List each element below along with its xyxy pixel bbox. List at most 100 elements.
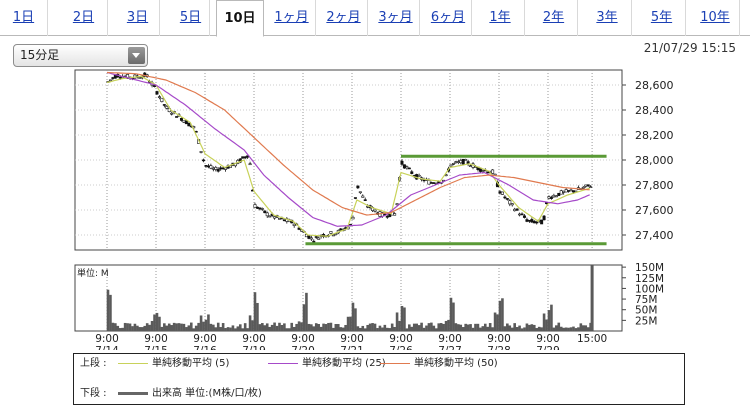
candle-body	[559, 190, 563, 195]
candle-body	[248, 163, 252, 166]
volume-bar	[295, 323, 298, 331]
candle-body	[427, 180, 431, 185]
volume-bar	[307, 323, 311, 331]
candle-body	[393, 213, 397, 216]
volume-bar	[574, 328, 578, 331]
volume-bar	[466, 324, 470, 331]
legend-item-ma5: 単純移動平均 (5)	[118, 357, 229, 371]
candle-body	[402, 164, 406, 169]
candle-body	[265, 212, 269, 217]
volume-bar	[231, 325, 235, 331]
volume-bar	[373, 323, 377, 331]
tab-8[interactable]: 6ヶ月	[425, 0, 472, 36]
volume-bar	[523, 327, 526, 331]
volume-bar	[359, 327, 362, 331]
legend-upper-label: 上段 :	[80, 358, 107, 369]
tab-10[interactable]: 2年	[530, 0, 578, 36]
tab-12[interactable]: 5年	[638, 0, 686, 36]
candle-body	[461, 158, 465, 165]
volume-bar	[356, 326, 360, 331]
candle-body	[508, 200, 512, 205]
volume-bar	[452, 302, 455, 331]
volume-bar	[474, 323, 477, 331]
legend-text-ma50: 単純移動平均 (50)	[414, 358, 498, 369]
candle-period-select[interactable]: 15分足	[13, 44, 148, 67]
price-tick-label: 28,400	[635, 104, 674, 117]
volume-bar	[268, 326, 271, 331]
volume-bar	[280, 324, 284, 331]
x-tick-time: 9:00	[340, 333, 364, 345]
price-tick-label: 28,600	[635, 79, 674, 92]
candle-body	[260, 208, 264, 210]
tab-6[interactable]: 2ヶ月	[320, 0, 368, 36]
volume-tick-label: 50M	[635, 305, 657, 317]
volume-tick-label: 75M	[635, 294, 657, 306]
candle-body	[277, 218, 281, 220]
volume-bar	[363, 328, 367, 331]
candle-body	[527, 220, 531, 222]
volume-bar	[434, 328, 438, 331]
candle-body	[157, 96, 161, 98]
candle-body	[513, 208, 517, 212]
tab-13[interactable]: 10年	[691, 0, 740, 36]
volume-bar	[383, 324, 387, 331]
volume-bar	[569, 327, 573, 331]
volume-bar	[256, 302, 259, 331]
x-tick-time: 9:00	[438, 333, 462, 345]
volume-bar	[417, 325, 421, 331]
candle-body	[486, 171, 490, 174]
tab-1[interactable]: 2日	[60, 0, 108, 36]
candle-body	[253, 204, 257, 208]
volume-bar	[540, 327, 543, 331]
stock-chart: 28,600 28,400 28,200 28,000 27,800 27,600 27,4…	[74, 69, 674, 350]
volume-bar	[378, 325, 382, 331]
volume-bar	[118, 328, 122, 331]
price-tick-label: 27,800	[635, 179, 674, 192]
volume-bar	[577, 327, 580, 331]
tab-0[interactable]: 1日	[0, 0, 48, 36]
candle-body	[510, 203, 514, 206]
chevron-down-icon[interactable]	[128, 47, 145, 64]
tab-9[interactable]: 1年	[476, 0, 525, 36]
volume-bar	[354, 308, 357, 331]
volume-bar	[439, 323, 443, 331]
tab-3[interactable]: 5日	[172, 0, 210, 36]
volume-bar	[292, 326, 296, 331]
tab-5[interactable]: 1ヶ月	[268, 0, 316, 36]
candle-body	[469, 165, 473, 167]
candle-body	[584, 184, 588, 187]
candle-body	[165, 106, 169, 109]
volume-bar	[327, 322, 330, 331]
volume-bar	[344, 324, 347, 331]
candle-body	[515, 208, 519, 211]
volume-bar	[476, 323, 480, 331]
candle-body	[206, 165, 210, 168]
volume-bar	[488, 323, 492, 331]
candle-body	[155, 91, 159, 95]
volume-bar	[506, 323, 509, 331]
candle-body	[170, 112, 174, 115]
legend-item-volume: 出来高 単位:(M株/口/枚)	[118, 387, 262, 401]
candle-body	[202, 159, 206, 162]
volume-bar	[381, 327, 384, 331]
candle-body	[454, 161, 458, 163]
volume-bar	[535, 328, 539, 331]
volume-bar	[297, 321, 301, 331]
candle-body	[111, 77, 115, 79]
tab-4[interactable]: 10日	[216, 0, 264, 37]
x-tick-time: 9:00	[144, 333, 168, 345]
candle-body	[356, 185, 360, 189]
tab-7[interactable]: 3ヶ月	[372, 0, 420, 36]
tab-11[interactable]: 3年	[583, 0, 632, 36]
volume-bar	[361, 325, 365, 331]
volume-bar	[581, 325, 585, 331]
candle-body	[175, 116, 179, 118]
moving-average-line-2	[106, 71, 590, 216]
candle-body	[385, 216, 389, 218]
tab-2[interactable]: 3日	[116, 0, 160, 36]
candle-body	[540, 219, 544, 225]
volume-bar	[481, 326, 485, 331]
volume-bar	[393, 326, 396, 331]
volume-bar	[155, 312, 159, 331]
candle-body	[498, 191, 502, 194]
